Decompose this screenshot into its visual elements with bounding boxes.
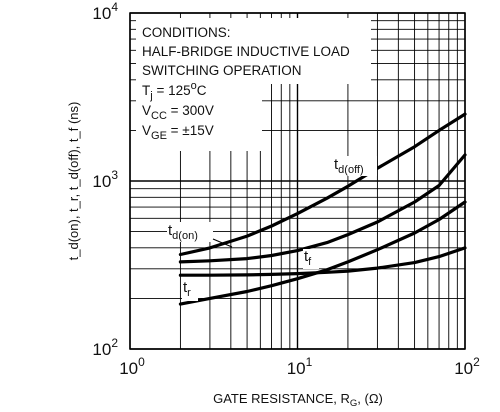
label-bg-tdon (167, 222, 213, 242)
label-bg-tdoff (333, 156, 377, 176)
y-axis-label-group: t_d(on), t_r, t_d(off), t_f (ns) (66, 102, 81, 261)
series-line-don (178, 153, 467, 264)
label-tf: tf (304, 248, 312, 268)
conditions-text: CONDITIONS: HALF-BRIDGE INDUCTIVE LOAD S… (142, 25, 350, 142)
y-tick-label: 104 (92, 0, 118, 23)
condition-vcc: VCC = 300V (142, 103, 214, 122)
conditions-line-2: SWITCHING OPERATION (142, 63, 302, 78)
leader-td-on (212, 238, 233, 248)
x-tick-label: 100 (119, 355, 145, 378)
label-td-on: td(on) (168, 222, 198, 242)
series-line-f (178, 246, 467, 277)
condition-vge: VGE = ±15V (142, 123, 214, 142)
label-bg-tr (182, 281, 198, 301)
conditions-box-wide (136, 18, 371, 84)
conditions-title: CONDITIONS: (142, 25, 231, 40)
label-td-off: td(off) (334, 156, 364, 176)
label-tr: tr (183, 279, 191, 299)
series-line-r (178, 200, 467, 306)
plot-frame (129, 12, 466, 350)
condition-tj: Tj = 125oC (142, 80, 207, 102)
y-axis-label: t_d(on), t_r, t_d(off), t_f (ns) (66, 102, 81, 261)
x-axis-label: GATE RESISTANCE, RG, (Ω) (213, 391, 383, 409)
x-tick-label: 102 (454, 355, 480, 378)
conditions-line-1: HALF-BRIDGE INDUCTIVE LOAD (142, 44, 350, 59)
tick-labels: 102 103 104 100 101 102 (92, 0, 480, 378)
label-bg-tf (303, 249, 319, 269)
x-tick-label: 101 (287, 355, 313, 378)
series-curves (178, 112, 467, 306)
series-line-doff (178, 112, 467, 257)
y-tick-label: 102 (92, 336, 118, 359)
y-tick-label: 103 (92, 168, 118, 191)
